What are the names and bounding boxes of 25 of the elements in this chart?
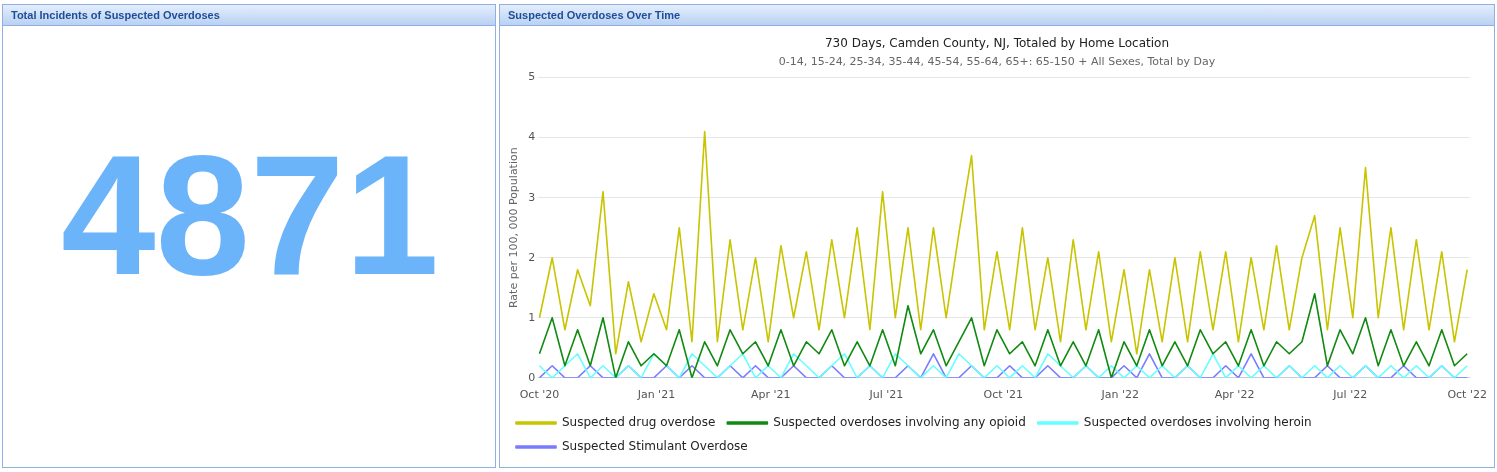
y-tick-label: 5 [528,70,536,84]
y-tick-label: 2 [528,250,536,264]
x-tick-label: Oct '21 [983,388,1024,402]
x-tick-label: Jul '21 [868,388,904,402]
x-tick-label: Jan '21 [636,388,676,402]
x-tick-label: Apr '21 [750,388,791,402]
text: 0-14, 15-24, 25-34, 35-44, 45-54, 55-64, 65+: 65-150 + All Sexes, Total by Day [777,55,1217,68]
y-tick-label: 0 [528,370,536,384]
legend-label: Suspected Stimulant Overdose [562,439,748,454]
chart-title: Suspected Overdoses Over Time [500,5,1494,26]
text: 4871 [59,119,441,312]
y-tick-label: 4 [528,130,536,144]
legend-label: Suspected overdoses involving heroin [1083,415,1312,430]
text: Total Incidents of Suspected Overdoses [3,5,495,26]
x-tick-label: Apr '22 [1214,388,1255,402]
x-tick-label: Jan '22 [1100,388,1139,402]
legend-label: Suspected overdoses involving any opioid [773,415,1026,430]
chart-subtitle: 730 Days, Camden County, NJ, Totaled by Home Location [824,36,1170,50]
y-tick-label: 3 [528,190,536,204]
x-tick-label: Oct '20 [519,388,560,402]
y-axis-title: Rate per 100, 000 Population [507,147,521,309]
legend-label: Suspected drug overdose [562,415,716,430]
y-tick-label: 1 [528,310,536,324]
x-tick-label: Oct '22 [1447,388,1487,402]
x-tick-label: Jul '22 [1332,388,1368,402]
